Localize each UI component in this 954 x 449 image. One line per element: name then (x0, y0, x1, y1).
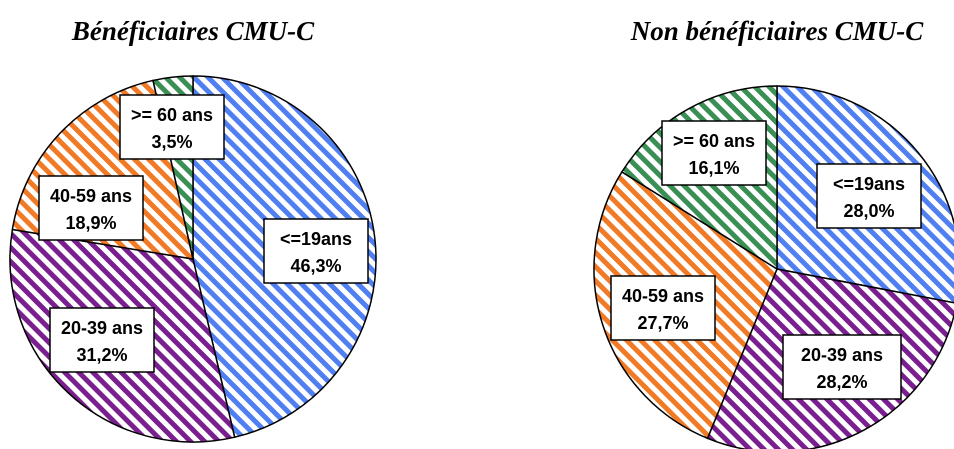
pie-left-label-category-ge-60: >= 60 ans (131, 105, 213, 125)
pie-right-label-box-le-19 (816, 163, 922, 229)
pie-left-label-box-20-39 (49, 307, 155, 373)
pie-left-label-box-40-59 (38, 175, 144, 241)
pie-left-labels: <=19ans 46,3% 20-39 ans 31,2% 40-59 ans 18,9%… (38, 94, 369, 373)
pie-left-label-category-le-19: <=19ans (280, 229, 352, 249)
pie-right-label-category-le-19: <=19ans (833, 174, 905, 194)
pie-right-label-box-40-59 (610, 275, 716, 341)
pie-left-label-value-40-59: 18,9% (65, 213, 116, 233)
pie-right-labels: <=19ans 28,0% 20-39 ans 28,2% 40-59 ans 27,7%… (610, 120, 922, 400)
pie-left-label-category-40-59: 40-59 ans (50, 186, 132, 206)
pie-right-label-category-20-39: 20-39 ans (801, 345, 883, 365)
pie-right-label-value-40-59: 27,7% (637, 313, 688, 333)
pie-right-label-value-20-39: 28,2% (816, 372, 867, 392)
pie-right-label-category-ge-60: >= 60 ans (673, 131, 755, 151)
pie-left-label-box-ge-60 (119, 94, 225, 160)
pie-left-label-value-20-39: 31,2% (76, 345, 127, 365)
pie-right-label-box-20-39 (782, 334, 902, 400)
pie-right-label-value-ge-60: 16,1% (688, 158, 739, 178)
chart-title-left: Bénéficiaires CMU-C (71, 16, 315, 46)
pie-right-label-box-ge-60 (661, 120, 767, 186)
pie-left-label-category-20-39: 20-39 ans (61, 318, 143, 338)
pie-right-label-category-40-59: 40-59 ans (622, 286, 704, 306)
pie-right-label-value-le-19: 28,0% (843, 201, 894, 221)
pie-left-label-box-le-19 (263, 218, 369, 284)
chart-title-right: Non bénéficiaires CMU-C (630, 16, 924, 46)
pie-left-label-value-ge-60: 3,5% (151, 132, 192, 152)
pie-left-label-value-le-19: 46,3% (290, 256, 341, 276)
